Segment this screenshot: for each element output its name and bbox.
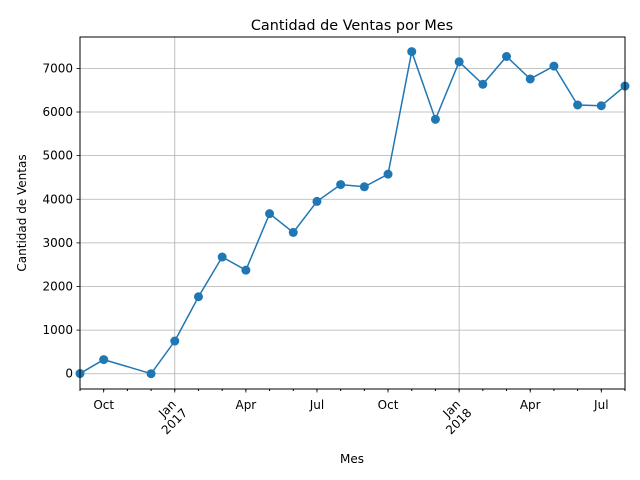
plot-frame <box>79 36 626 390</box>
data-point <box>430 114 440 124</box>
x-tick-label: Apr <box>235 398 256 412</box>
data-point <box>193 292 203 302</box>
data-point <box>241 265 251 275</box>
x-tick-label: Apr <box>520 398 541 412</box>
data-point <box>359 182 369 192</box>
data-point <box>525 74 535 84</box>
data-point <box>288 227 298 237</box>
data-point <box>454 57 464 67</box>
x-tick-label: Jul <box>309 398 324 412</box>
data-point <box>146 369 156 379</box>
x-tick-label: Oct <box>378 398 399 412</box>
y-tick-label: 1000 <box>42 323 73 337</box>
series <box>75 47 630 379</box>
data-point <box>383 169 393 179</box>
data-point <box>573 100 583 110</box>
x-tick-label: Jul <box>593 398 608 412</box>
y-tick-label: 4000 <box>42 192 73 206</box>
data-point <box>478 79 488 89</box>
chart-title: Cantidad de Ventas por Mes <box>251 18 453 34</box>
data-point <box>596 101 606 111</box>
data-point <box>217 252 227 262</box>
gridlines <box>80 37 625 389</box>
y-tick-label: 7000 <box>42 61 73 75</box>
series-line <box>79 48 626 375</box>
y-tick-label: 6000 <box>42 105 73 119</box>
data-point <box>99 355 109 365</box>
data-point <box>312 196 322 206</box>
x-axis: Oct Jan2017 Apr Jul Oct Jan2018 Apr Jul <box>93 389 609 437</box>
data-point <box>407 47 417 57</box>
y-tick-label: 5000 <box>42 149 73 163</box>
y-tick-label: 3000 <box>42 236 73 250</box>
data-point <box>336 180 346 190</box>
y-axis: 0 1000 2000 3000 4000 5000 6000 7000 <box>42 61 80 381</box>
data-point <box>170 336 180 346</box>
y-tick-label: 0 <box>65 367 73 381</box>
x-tick-label: Jan2017 <box>149 396 190 437</box>
data-point <box>502 51 512 61</box>
y-axis-label: Cantidad de Ventas <box>15 154 29 271</box>
y-tick-label: 2000 <box>42 279 73 293</box>
x-axis-label: Mes <box>340 452 364 466</box>
data-point <box>549 61 559 71</box>
x-tick-label: Oct <box>93 398 114 412</box>
x-tick-label: Jan2018 <box>433 396 474 437</box>
data-point <box>265 209 275 219</box>
